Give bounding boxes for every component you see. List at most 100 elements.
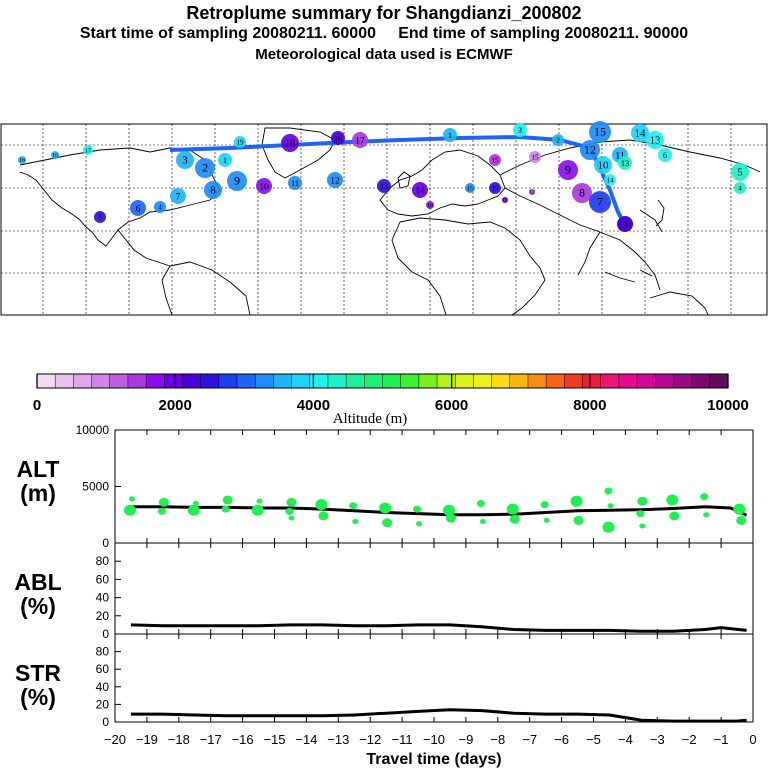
plume-cluster-label: 18 <box>285 138 296 150</box>
panel-alt: 0 5000 10000 ALT(m) <box>16 423 754 550</box>
colorbar-swatch <box>582 374 602 388</box>
plume-cluster-dot <box>509 514 520 524</box>
plume-cluster-dot <box>192 500 199 506</box>
plume-cluster-marker <box>281 134 299 152</box>
plume-cluster-marker <box>631 124 649 142</box>
plume-cluster-marker <box>288 176 302 190</box>
plume-cluster-marker <box>426 201 434 209</box>
y-tick-label: 0 <box>102 536 109 550</box>
plume-cluster-dot <box>540 501 549 509</box>
panel-frame <box>114 429 754 544</box>
plume-cluster-dot <box>288 515 295 521</box>
coastline-north-america <box>19 147 221 247</box>
plume-cluster-marker <box>604 174 616 186</box>
colorbar-swatch <box>55 374 74 388</box>
plume-cluster-dot <box>382 518 393 528</box>
plume-cluster-label: 10 <box>598 160 609 172</box>
x-tick-label: −16 <box>232 732 254 747</box>
meteo-subtitle: Meteorological data used is ECMWF <box>255 46 513 63</box>
colorbar-swatch <box>400 374 420 388</box>
plume-cluster-label: 12 <box>584 143 596 157</box>
plume-cluster-label: 14 <box>415 186 425 197</box>
x-tick-label: −8 <box>490 732 505 747</box>
sampling-time-subtitle: Start time of sampling 20080211. 60000 E… <box>79 25 689 42</box>
plume-cluster-marker <box>195 158 215 178</box>
plume-cluster-dot <box>315 499 328 511</box>
y-axis-label: (m) <box>20 480 56 506</box>
plume-cluster-label: 15 <box>594 125 606 139</box>
plume-cluster-dot <box>379 502 392 514</box>
colorbar-swatch <box>200 374 220 388</box>
plume-cluster-marker <box>489 182 501 194</box>
colorbar-tick-label: 10000 <box>707 397 749 414</box>
plume-cluster-marker <box>618 156 632 170</box>
plume-cluster-dot <box>352 519 359 525</box>
y-tick-label: 0 <box>102 627 109 641</box>
plume-cluster-label: 12 <box>529 189 535 195</box>
y-tick-label: 0 <box>102 715 109 729</box>
plume-cluster-marker <box>130 200 146 216</box>
map-frame <box>0 123 768 316</box>
plume-cluster-dot <box>222 495 233 505</box>
plume-cluster-marker <box>18 156 26 164</box>
colorbar-swatch <box>327 374 347 388</box>
plume-cluster-label: 6 <box>663 151 667 160</box>
y-tick-label: 20 <box>96 697 110 711</box>
plume-cluster-label: 14 <box>606 177 614 185</box>
colorbar-swatch <box>491 374 511 388</box>
y-axis-label: STR <box>15 660 61 686</box>
plume-cluster-dot <box>669 511 680 521</box>
colorbar-swatch <box>709 374 729 388</box>
colorbar-swatch <box>527 374 547 388</box>
plume-cluster-label: 2 <box>556 137 560 145</box>
plume-cluster-label: 6 <box>136 204 141 215</box>
colorbar-swatch <box>509 374 529 388</box>
x-tick-label: −5 <box>586 732 601 747</box>
plume-cluster-marker <box>734 182 746 194</box>
plume-cluster-label: 18 <box>19 158 25 164</box>
plume-cluster-marker <box>154 201 166 213</box>
plume-cluster-dot <box>286 497 297 507</box>
plume-cluster-dot <box>703 512 710 518</box>
plume-cluster-dot <box>733 503 746 515</box>
x-tick-label: −14 <box>295 732 317 747</box>
coastline-japan <box>655 199 665 227</box>
plume-cluster-dot <box>602 521 615 533</box>
plume-cluster-marker <box>256 178 272 194</box>
colorbar-swatch <box>146 374 165 388</box>
y-tick-label: 80 <box>96 554 110 568</box>
colorbar-swatch <box>182 374 201 388</box>
colorbar-swatch <box>109 374 129 388</box>
coastline-africa <box>391 217 546 316</box>
colorbar-swatch <box>255 374 274 388</box>
plume-cluster-dot <box>318 511 329 521</box>
plume-cluster-dot <box>637 496 648 506</box>
x-tick-label: −20 <box>104 732 126 747</box>
time-series-panels: 0500010000ALT(m)020406080ABL(%)020406080… <box>14 423 756 768</box>
plume-cluster-marker <box>513 123 527 137</box>
y-tick-label: 60 <box>96 662 110 676</box>
plume-cluster-label: 10 <box>259 182 269 193</box>
release-site-label: 9 <box>623 220 628 230</box>
plume-cluster-marker <box>594 156 612 174</box>
colorbar-swatch <box>291 374 311 388</box>
plume-cluster-label: 11 <box>502 197 508 203</box>
plume-cluster-label: 11 <box>291 179 299 188</box>
plume-cluster-label: 5 <box>98 214 102 222</box>
plume-cluster-marker <box>204 181 222 199</box>
y-tick-label: 80 <box>96 645 110 659</box>
x-tick-label: −12 <box>359 732 381 747</box>
plume-cluster-label: 4 <box>738 185 742 193</box>
colorbar-swatch <box>618 374 638 388</box>
colorbar-swatch <box>546 374 565 388</box>
plume-cluster-marker <box>558 160 578 180</box>
plume-cluster-label: 10 <box>427 203 433 209</box>
x-tick-label: −18 <box>168 732 190 747</box>
colorbar-swatch <box>273 374 292 388</box>
plume-cluster-marker <box>589 191 611 213</box>
panel-frame <box>114 542 754 635</box>
panel-abl: 0 20 40 60 80 ABL(%) <box>14 542 754 641</box>
plume-cluster-marker <box>227 171 247 191</box>
plume-cluster-label: 8 <box>579 186 585 200</box>
plume-cluster-dot <box>570 495 583 507</box>
